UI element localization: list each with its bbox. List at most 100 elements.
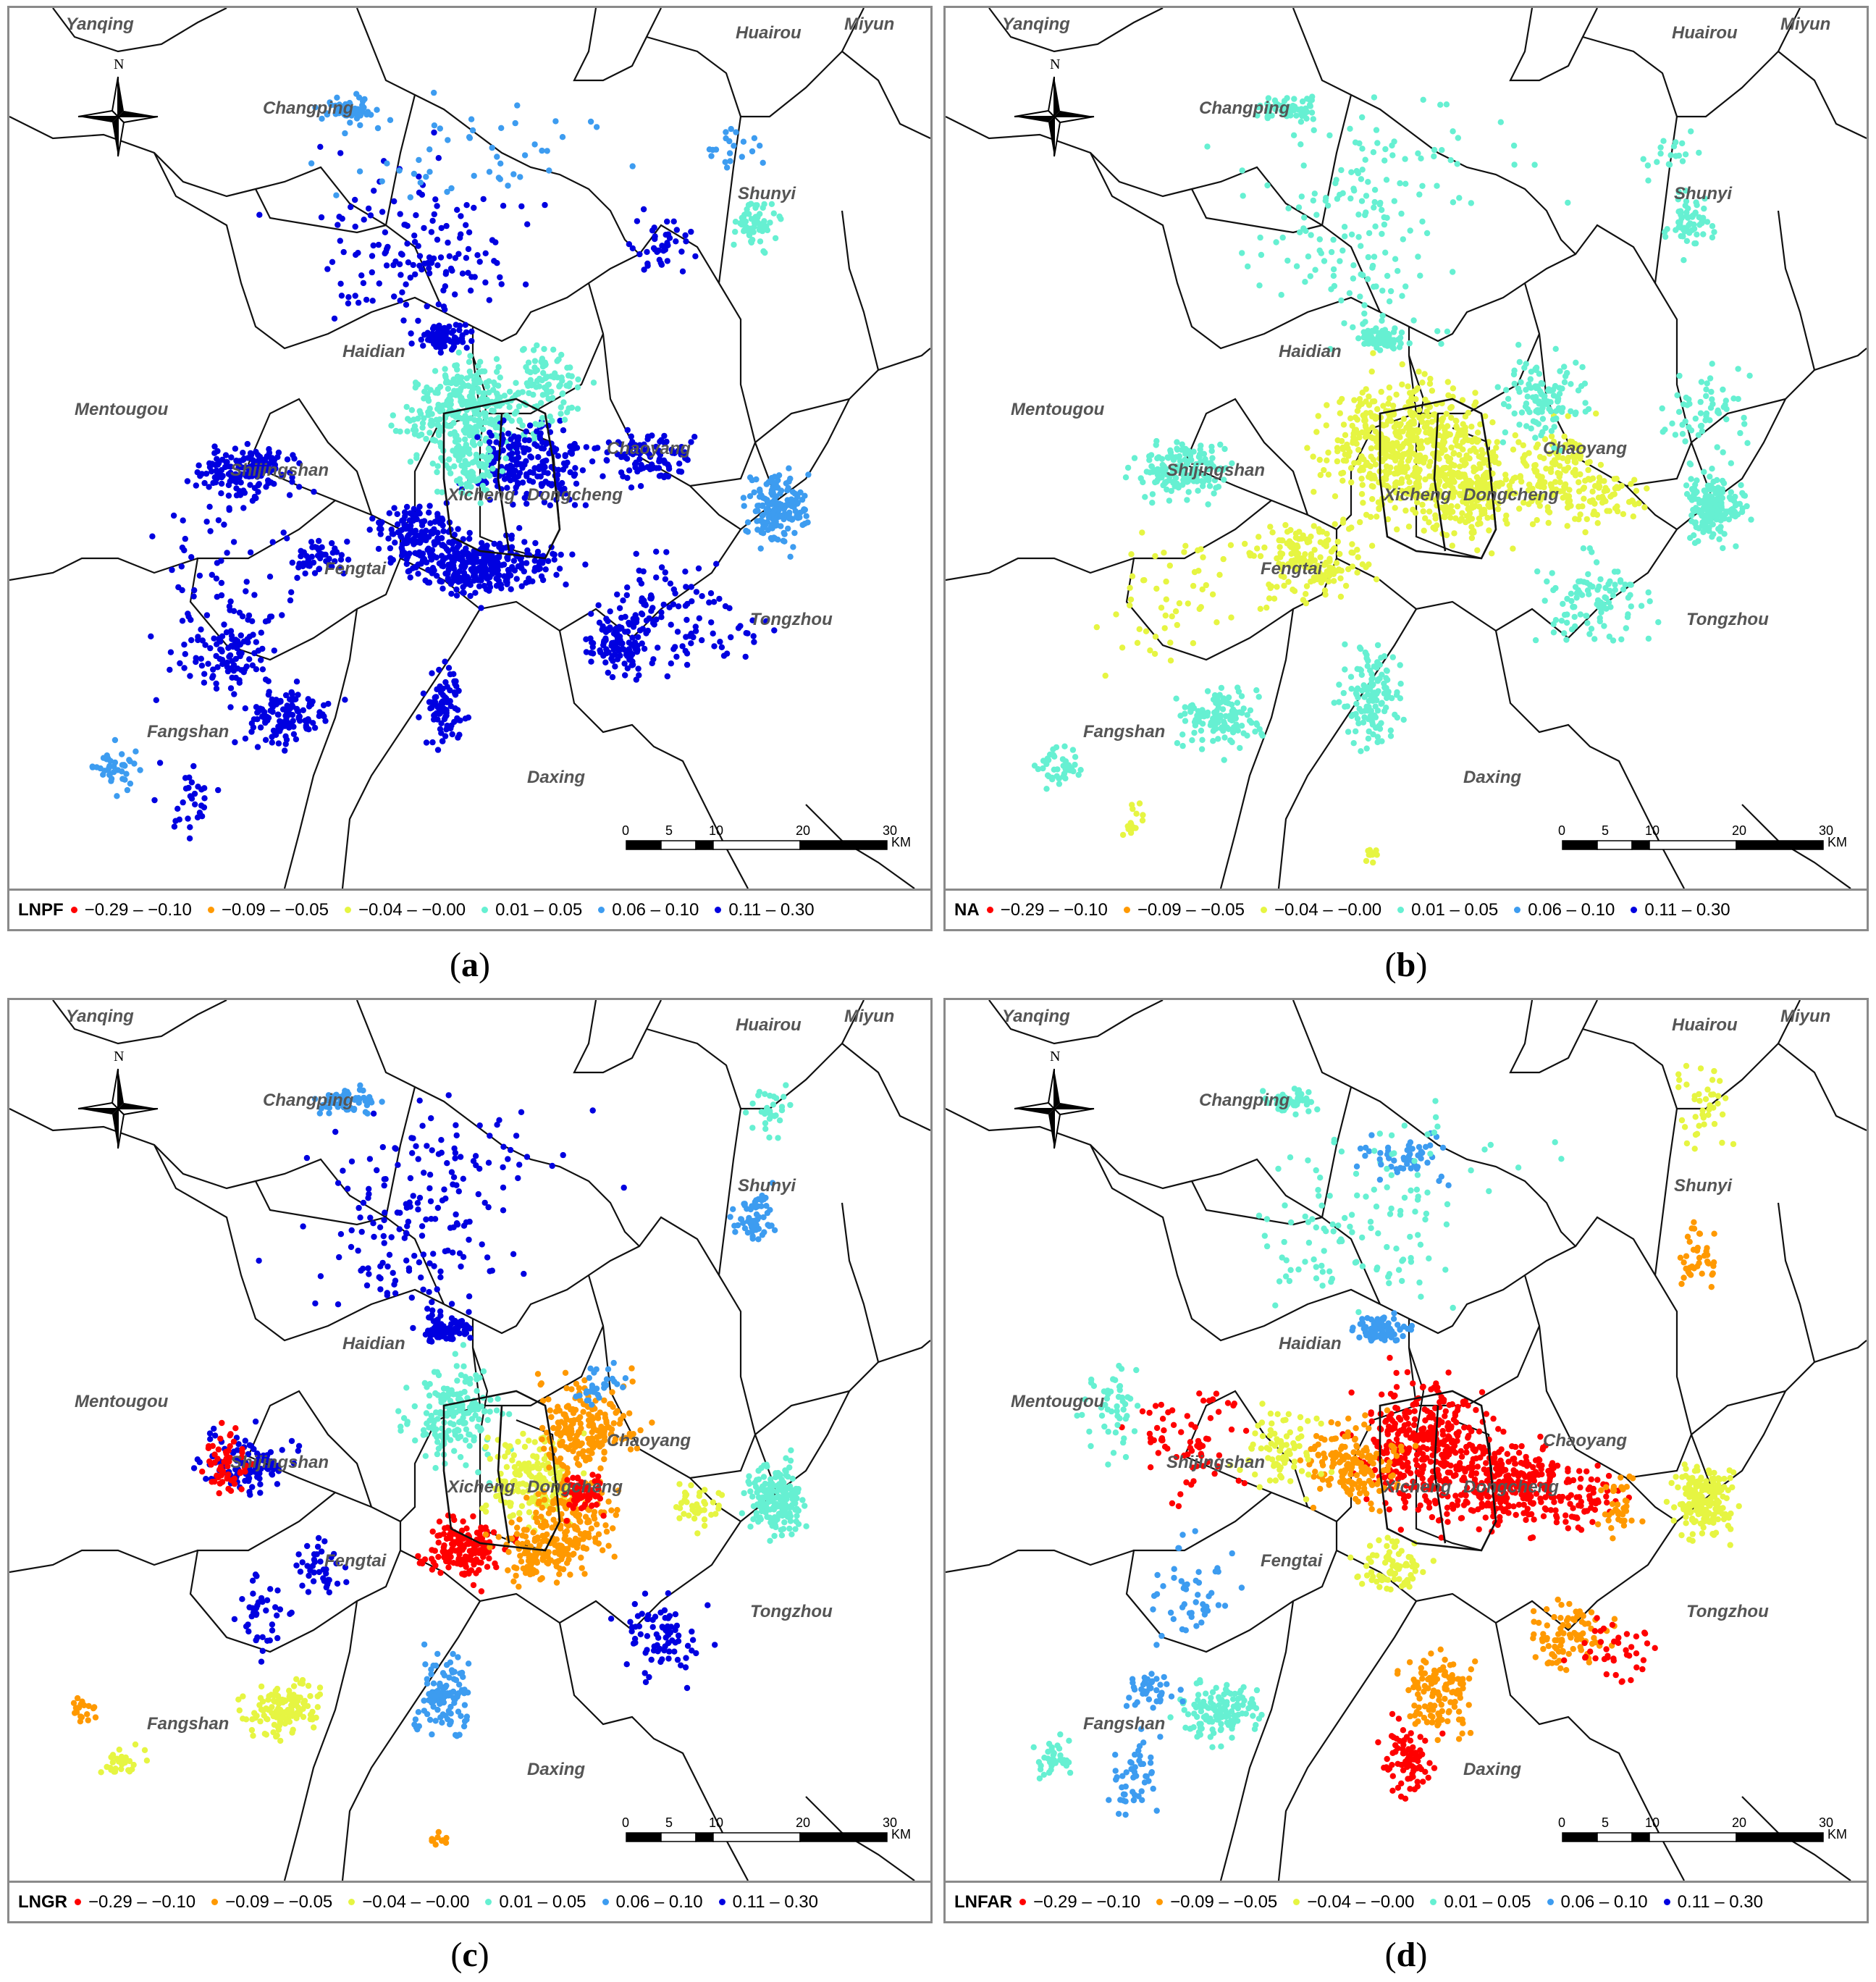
sample-point bbox=[462, 428, 468, 435]
sample-point bbox=[1707, 513, 1714, 520]
sample-point bbox=[1322, 539, 1329, 545]
sample-point bbox=[541, 499, 548, 505]
sample-point bbox=[1584, 620, 1591, 626]
sample-point bbox=[1471, 435, 1478, 442]
sample-point bbox=[1429, 419, 1435, 425]
sample-point bbox=[1463, 461, 1469, 467]
sample-point bbox=[508, 418, 515, 424]
sample-point bbox=[768, 487, 775, 494]
sample-point bbox=[1339, 519, 1347, 526]
sample-point bbox=[1368, 445, 1375, 452]
sample-point bbox=[526, 422, 534, 429]
sample-point bbox=[1206, 474, 1212, 482]
sample-point bbox=[412, 550, 418, 556]
sample-point bbox=[1332, 521, 1338, 527]
district-label: Tongzhou bbox=[750, 610, 833, 629]
sample-point bbox=[439, 338, 445, 345]
sample-point bbox=[553, 571, 560, 578]
sample-point bbox=[256, 211, 263, 218]
sample-point bbox=[341, 106, 348, 113]
point-cluster bbox=[626, 206, 699, 274]
sample-point bbox=[666, 604, 673, 610]
sample-point bbox=[195, 637, 201, 644]
core-district-boundary bbox=[442, 398, 561, 560]
sample-point bbox=[1495, 500, 1502, 507]
sample-point bbox=[632, 442, 639, 448]
sample-point bbox=[377, 521, 384, 528]
sample-point bbox=[600, 473, 606, 479]
sample-point bbox=[751, 135, 758, 141]
sample-point bbox=[708, 153, 715, 159]
legend-item: 0.06 – 0.10 bbox=[598, 900, 699, 920]
sample-point bbox=[1584, 460, 1591, 466]
sample-point bbox=[1413, 480, 1419, 487]
legend-range-label: 0.11 – 0.30 bbox=[728, 899, 815, 920]
sample-point bbox=[1334, 538, 1341, 545]
sample-point bbox=[443, 710, 450, 716]
sample-point bbox=[451, 429, 458, 436]
sample-point bbox=[1198, 478, 1205, 484]
sample-point bbox=[442, 658, 448, 665]
sample-point bbox=[623, 651, 630, 658]
sample-point bbox=[429, 570, 436, 576]
sample-point bbox=[763, 618, 770, 624]
sample-point bbox=[530, 469, 537, 476]
sample-point bbox=[1586, 631, 1593, 637]
sample-point bbox=[478, 577, 484, 584]
sample-point bbox=[588, 610, 594, 617]
sample-point bbox=[1442, 465, 1448, 471]
sample-point bbox=[1472, 399, 1479, 406]
sample-point bbox=[519, 464, 526, 471]
sample-point bbox=[336, 101, 342, 108]
sample-point bbox=[374, 125, 382, 132]
sample-point bbox=[445, 337, 453, 343]
sample-point bbox=[1360, 500, 1366, 506]
sample-point bbox=[786, 478, 792, 485]
sample-point bbox=[786, 514, 793, 521]
legend-item: −0.29 – −0.10 bbox=[70, 900, 192, 920]
sample-point bbox=[259, 666, 266, 673]
sample-point bbox=[1707, 474, 1713, 480]
sample-point bbox=[442, 269, 450, 275]
sample-point bbox=[1572, 584, 1579, 590]
sample-point bbox=[495, 364, 502, 371]
sample-point bbox=[1355, 459, 1362, 466]
sample-point bbox=[1252, 728, 1258, 735]
sample-point bbox=[232, 474, 239, 481]
sample-point bbox=[439, 738, 446, 744]
sample-point bbox=[280, 529, 287, 536]
sample-point bbox=[334, 94, 340, 101]
sample-point bbox=[483, 554, 489, 560]
sample-point bbox=[1738, 508, 1746, 516]
sample-point bbox=[188, 554, 195, 560]
sample-point bbox=[613, 630, 621, 637]
sample-point bbox=[337, 556, 345, 563]
sample-point bbox=[411, 232, 418, 239]
district-boundary bbox=[189, 500, 402, 661]
sample-point bbox=[469, 440, 476, 447]
sample-point bbox=[253, 639, 259, 645]
sample-point bbox=[353, 251, 359, 259]
sample-point bbox=[255, 452, 261, 458]
sample-point bbox=[571, 440, 578, 448]
sample-point bbox=[1571, 613, 1578, 621]
sample-point bbox=[1326, 555, 1333, 562]
sample-point bbox=[426, 579, 433, 586]
sample-point bbox=[649, 461, 655, 468]
sample-point bbox=[1453, 418, 1460, 424]
sample-point bbox=[571, 471, 579, 478]
legend-swatch bbox=[207, 907, 214, 913]
sample-point bbox=[246, 656, 253, 663]
sample-point bbox=[1383, 463, 1390, 470]
sample-point bbox=[664, 673, 670, 680]
sample-point bbox=[232, 445, 239, 452]
sample-point bbox=[217, 646, 224, 653]
sample-point bbox=[438, 455, 445, 461]
sample-point bbox=[224, 663, 230, 671]
sample-point bbox=[434, 422, 442, 429]
sample-point bbox=[337, 564, 343, 571]
sample-point bbox=[473, 477, 479, 484]
sample-point bbox=[398, 251, 405, 257]
sample-point bbox=[423, 537, 429, 544]
sample-point bbox=[1360, 321, 1366, 327]
